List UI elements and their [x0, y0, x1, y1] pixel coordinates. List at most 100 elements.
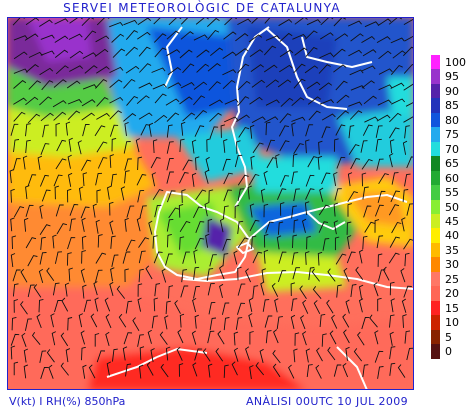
wind-barb [138, 237, 150, 248]
wind-barb [40, 236, 46, 250]
wind-barb [166, 158, 174, 171]
wind-barb [179, 49, 193, 59]
wind-barb [264, 116, 279, 123]
wind-barb [279, 49, 294, 58]
scale-label: 60 [445, 171, 459, 185]
wind-barb [252, 251, 263, 264]
wind-barb [94, 333, 100, 347]
wind-barb [403, 63, 414, 74]
wind-barb [319, 32, 334, 40]
wind-barb [94, 297, 99, 312]
wind-barb [300, 315, 306, 330]
wind-barb [223, 189, 232, 202]
wind-barb [27, 174, 37, 187]
wind-barb [152, 139, 158, 154]
wind-barb [54, 300, 62, 313]
wind-barb [67, 99, 82, 105]
scale-swatch [431, 127, 440, 143]
wind-barb [400, 268, 406, 283]
wind-barb [25, 139, 31, 154]
wind-barb [237, 283, 246, 296]
scale-swatch [431, 199, 440, 215]
wind-barb [234, 204, 240, 219]
wind-barb [107, 185, 112, 200]
wind-barb [265, 221, 274, 234]
wind-barb [109, 110, 122, 120]
wind-barb [320, 17, 334, 26]
wind-barb [67, 188, 72, 203]
wind-barb [136, 173, 147, 186]
wind-barb [336, 110, 350, 120]
wind-barb [88, 364, 96, 379]
wind-barb [166, 30, 180, 40]
wind-barb [52, 100, 67, 108]
wind-barb [390, 190, 400, 203]
wind-barb [305, 124, 314, 137]
wind-barb [235, 317, 243, 330]
wind-barb [319, 99, 334, 105]
wind-barb [55, 158, 67, 170]
wind-barb [217, 330, 225, 345]
wind-barb [23, 348, 29, 363]
wind-barb [350, 284, 357, 298]
wind-barb [402, 140, 408, 155]
wind-barb [152, 189, 164, 201]
wind-barb [327, 268, 336, 282]
wind-barb [266, 139, 275, 152]
wind-barb [125, 363, 132, 377]
wind-barb [148, 220, 153, 235]
wind-barb [40, 143, 50, 155]
wind-barb [53, 111, 67, 121]
wind-barb [222, 253, 229, 267]
wind-barb [345, 299, 350, 314]
wind-barb [280, 202, 285, 216]
wind-barb [223, 364, 229, 378]
wind-barb [222, 69, 237, 76]
wind-barb [389, 236, 400, 248]
wind-barb [55, 122, 60, 137]
wind-barb [179, 220, 191, 233]
wind-barb [181, 121, 186, 136]
footer-analysis-time: ANÀLISI 00UTC 10 JUL 2009 [246, 395, 409, 408]
wind-barb [332, 48, 346, 58]
wind-barb [96, 66, 110, 74]
wind-barb [305, 139, 310, 154]
wind-barb [205, 156, 210, 172]
wind-barb [377, 190, 386, 204]
wind-barb [66, 252, 72, 266]
wind-barb [39, 96, 52, 106]
wind-barb [280, 97, 294, 107]
wind-barb [148, 122, 154, 137]
wind-barb [69, 65, 84, 72]
wind-barb [378, 68, 393, 75]
wind-barb [13, 158, 21, 171]
wind-barb [404, 252, 410, 267]
wind-barb [165, 253, 173, 266]
wind-barb [151, 172, 157, 187]
wind-barb [67, 172, 73, 187]
wind-barb [168, 207, 180, 219]
wind-barb [317, 251, 323, 266]
wind-barb [109, 154, 114, 168]
wind-barb [139, 364, 144, 379]
wind-barb [92, 203, 97, 218]
wind-barb [358, 284, 364, 299]
wind-barb [22, 155, 28, 170]
wind-barb [24, 217, 29, 232]
wind-barb [358, 249, 364, 264]
wind-barb [277, 270, 287, 283]
wind-barb [263, 64, 278, 73]
wind-barb [302, 331, 307, 346]
wind-barb [123, 113, 137, 122]
wind-barb [249, 219, 260, 232]
wind-barb [135, 138, 141, 153]
wind-barb [291, 116, 306, 122]
wind-barb [377, 297, 382, 312]
wind-barb [358, 298, 364, 313]
wind-barb [109, 220, 114, 235]
scale-label: 90 [445, 84, 459, 98]
wind-barb [291, 97, 305, 107]
wind-barb [402, 189, 409, 203]
wind-barb [179, 138, 185, 153]
wind-barb [389, 112, 402, 123]
